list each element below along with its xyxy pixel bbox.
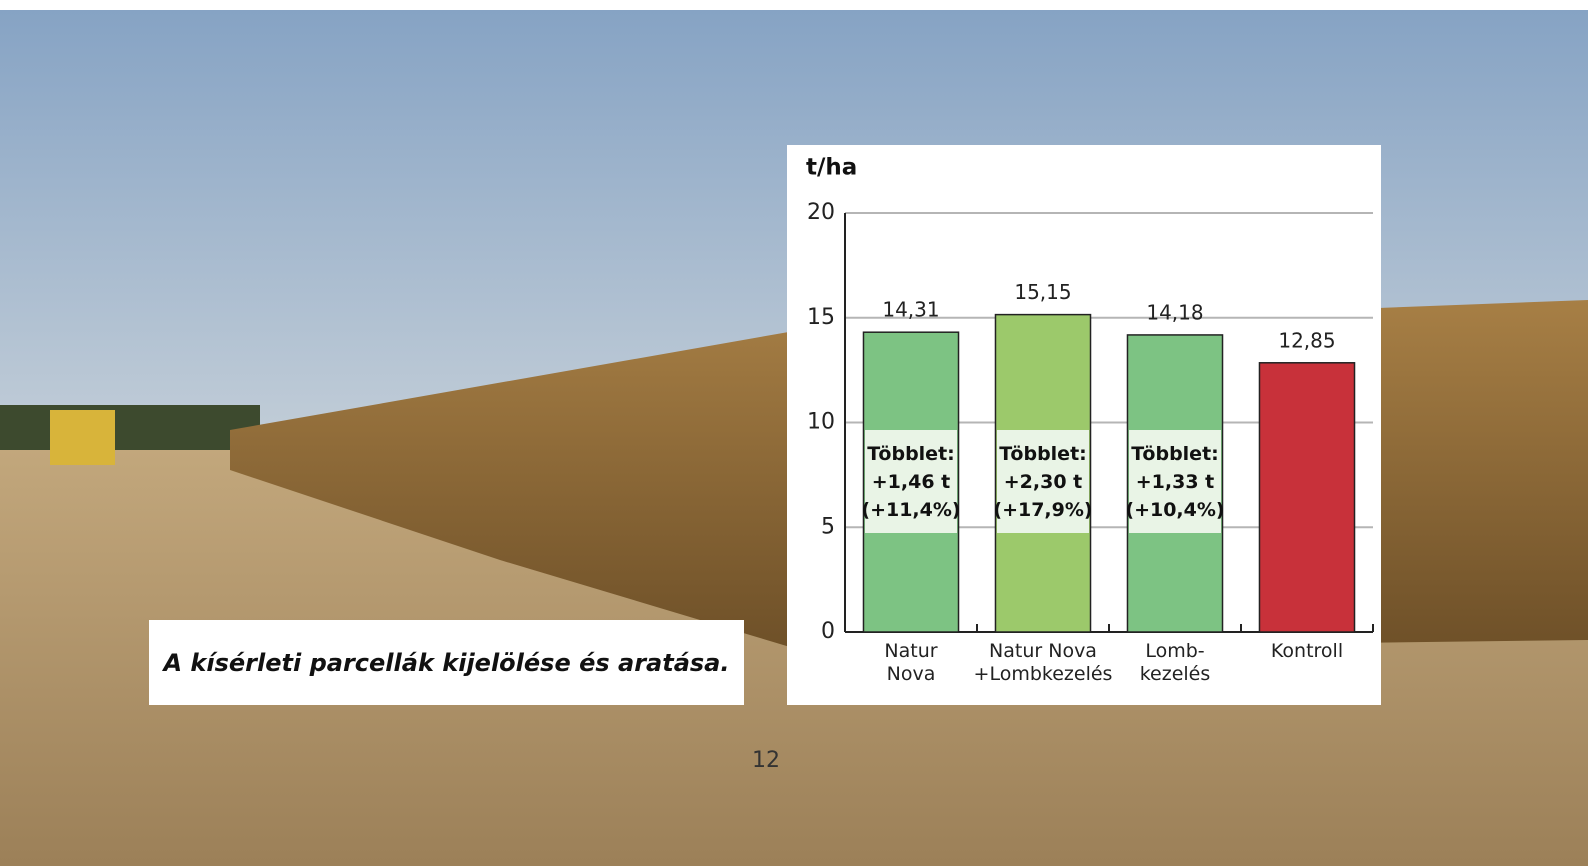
bar — [1258, 362, 1356, 633]
bar-annotation: Többlet: +2,30 t (+17,9%) — [993, 430, 1093, 533]
bar-annotation: Többlet: +1,33 t (+10,4%) — [1125, 430, 1225, 533]
value-label: 14,31 — [882, 298, 939, 322]
y-tick-label: 0 — [821, 619, 835, 644]
y-tick-label: 20 — [807, 200, 835, 225]
y-tick-label: 15 — [807, 305, 835, 330]
y-tick-label: 5 — [821, 514, 835, 539]
page-number: 12 — [752, 748, 780, 773]
value-label: 12,85 — [1278, 328, 1335, 352]
x-tick-label: Natur Nova +Lombkezelés — [973, 640, 1113, 685]
x-tick-label: Natur Nova — [884, 640, 938, 685]
bar-annotation: Többlet: +1,46 t (+11,4%) — [861, 430, 961, 533]
x-tick-label: Lomb- kezelés — [1139, 640, 1211, 685]
y-axis-label: t/ha — [806, 155, 857, 181]
value-label: 15,15 — [1014, 280, 1071, 304]
value-label: 14,18 — [1146, 300, 1203, 324]
x-tick-label: Kontroll — [1270, 640, 1344, 662]
caption: A kísérleti parcellák kijelölése és arat… — [149, 620, 744, 705]
y-tick-label: 10 — [807, 410, 835, 435]
